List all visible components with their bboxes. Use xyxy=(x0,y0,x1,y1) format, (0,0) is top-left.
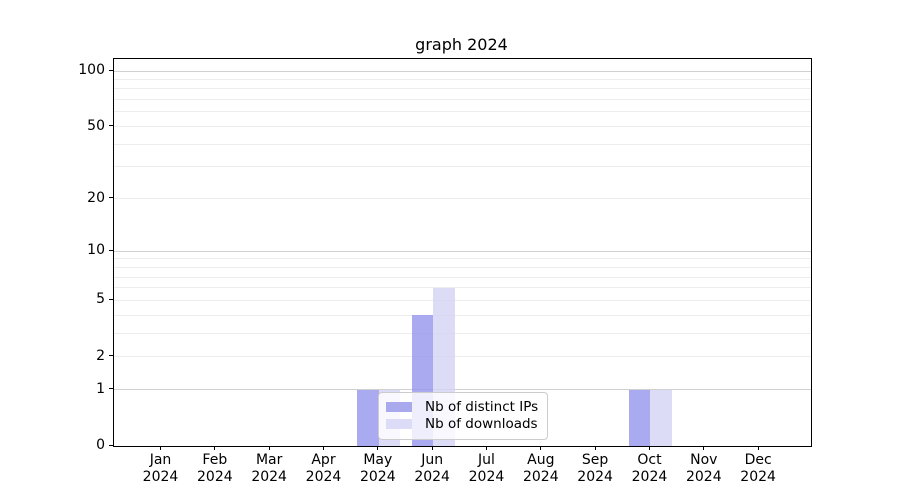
minor-gridline xyxy=(114,166,811,168)
x-tick-label: Feb 2024 xyxy=(197,452,233,485)
bar-distinct-ips-may xyxy=(357,389,379,446)
minor-gridline xyxy=(114,332,811,334)
y-tick-label: 0 xyxy=(96,437,105,453)
minor-gridline xyxy=(114,314,811,316)
x-tick-mark xyxy=(648,446,650,450)
y-tick-mark xyxy=(109,444,113,446)
x-tick-mark xyxy=(540,446,542,450)
major-gridline xyxy=(114,389,811,391)
x-tick-label: Sep 2024 xyxy=(577,452,613,485)
minor-gridline xyxy=(114,143,811,145)
x-tick-label: Oct 2024 xyxy=(631,452,668,485)
x-tick-mark xyxy=(703,446,705,450)
minor-gridline xyxy=(114,111,811,113)
x-tick-mark xyxy=(594,446,596,450)
bar-downloads-oct xyxy=(650,389,672,446)
minor-gridline xyxy=(114,276,811,278)
x-tick-label: Jun 2024 xyxy=(414,452,450,485)
legend: Nb of distinct IPs Nb of downloads xyxy=(378,392,548,440)
minor-gridline xyxy=(114,126,811,128)
minor-gridline xyxy=(114,78,811,80)
x-tick-mark xyxy=(268,446,270,450)
legend-label-downloads: Nb of downloads xyxy=(425,416,538,432)
x-tick-mark xyxy=(431,446,433,450)
minor-gridline xyxy=(114,198,811,200)
x-tick-mark xyxy=(757,446,759,450)
x-tick-mark xyxy=(322,446,324,450)
y-tick-mark xyxy=(109,355,113,357)
legend-item-distinct-ips: Nb of distinct IPs xyxy=(379,399,547,415)
x-tick-mark xyxy=(485,446,487,450)
chart-title: graph 2024 xyxy=(415,35,508,54)
plot-area xyxy=(113,58,812,447)
minor-gridline xyxy=(114,356,811,358)
y-tick-label: 100 xyxy=(78,62,105,78)
y-tick-mark xyxy=(109,69,113,71)
legend-label-distinct-ips: Nb of distinct IPs xyxy=(425,399,539,415)
x-tick-label: Apr 2024 xyxy=(305,452,342,485)
y-tick-label: 1 xyxy=(96,380,105,397)
y-tick-label: 50 xyxy=(87,117,105,134)
y-tick-mark xyxy=(109,249,113,251)
minor-gridline xyxy=(114,258,811,260)
x-tick-label: May 2024 xyxy=(359,452,396,485)
x-tick-mark xyxy=(377,446,379,450)
y-tick-mark xyxy=(109,298,113,300)
x-tick-mark xyxy=(214,446,216,450)
minor-gridline xyxy=(114,88,811,90)
x-tick-label: Jan 2024 xyxy=(142,452,179,485)
minor-gridline xyxy=(114,299,811,301)
y-tick-label: 2 xyxy=(96,347,105,364)
major-gridline xyxy=(114,70,811,72)
x-tick-mark xyxy=(160,446,161,450)
y-tick-label: 5 xyxy=(96,291,105,308)
y-tick-mark xyxy=(109,388,113,390)
x-tick-label: Dec 2024 xyxy=(740,452,776,485)
legend-swatch-distinct-ips xyxy=(386,402,412,412)
y-tick-label: 20 xyxy=(87,189,105,206)
minor-gridline xyxy=(114,287,811,289)
minor-gridline xyxy=(114,266,811,268)
legend-item-downloads: Nb of downloads xyxy=(379,416,547,432)
y-tick-mark xyxy=(109,125,113,127)
major-gridline xyxy=(114,250,811,252)
legend-swatch-downloads xyxy=(386,419,412,429)
y-tick-mark xyxy=(109,197,113,199)
y-tick-label: 10 xyxy=(87,242,105,259)
x-tick-label: Aug 2024 xyxy=(522,452,559,485)
bar-distinct-ips-oct xyxy=(628,389,651,446)
minor-gridline xyxy=(114,99,811,101)
x-tick-label: Jul 2024 xyxy=(468,452,505,485)
x-tick-label: Nov 2024 xyxy=(685,452,722,485)
x-tick-label: Mar 2024 xyxy=(251,452,287,485)
